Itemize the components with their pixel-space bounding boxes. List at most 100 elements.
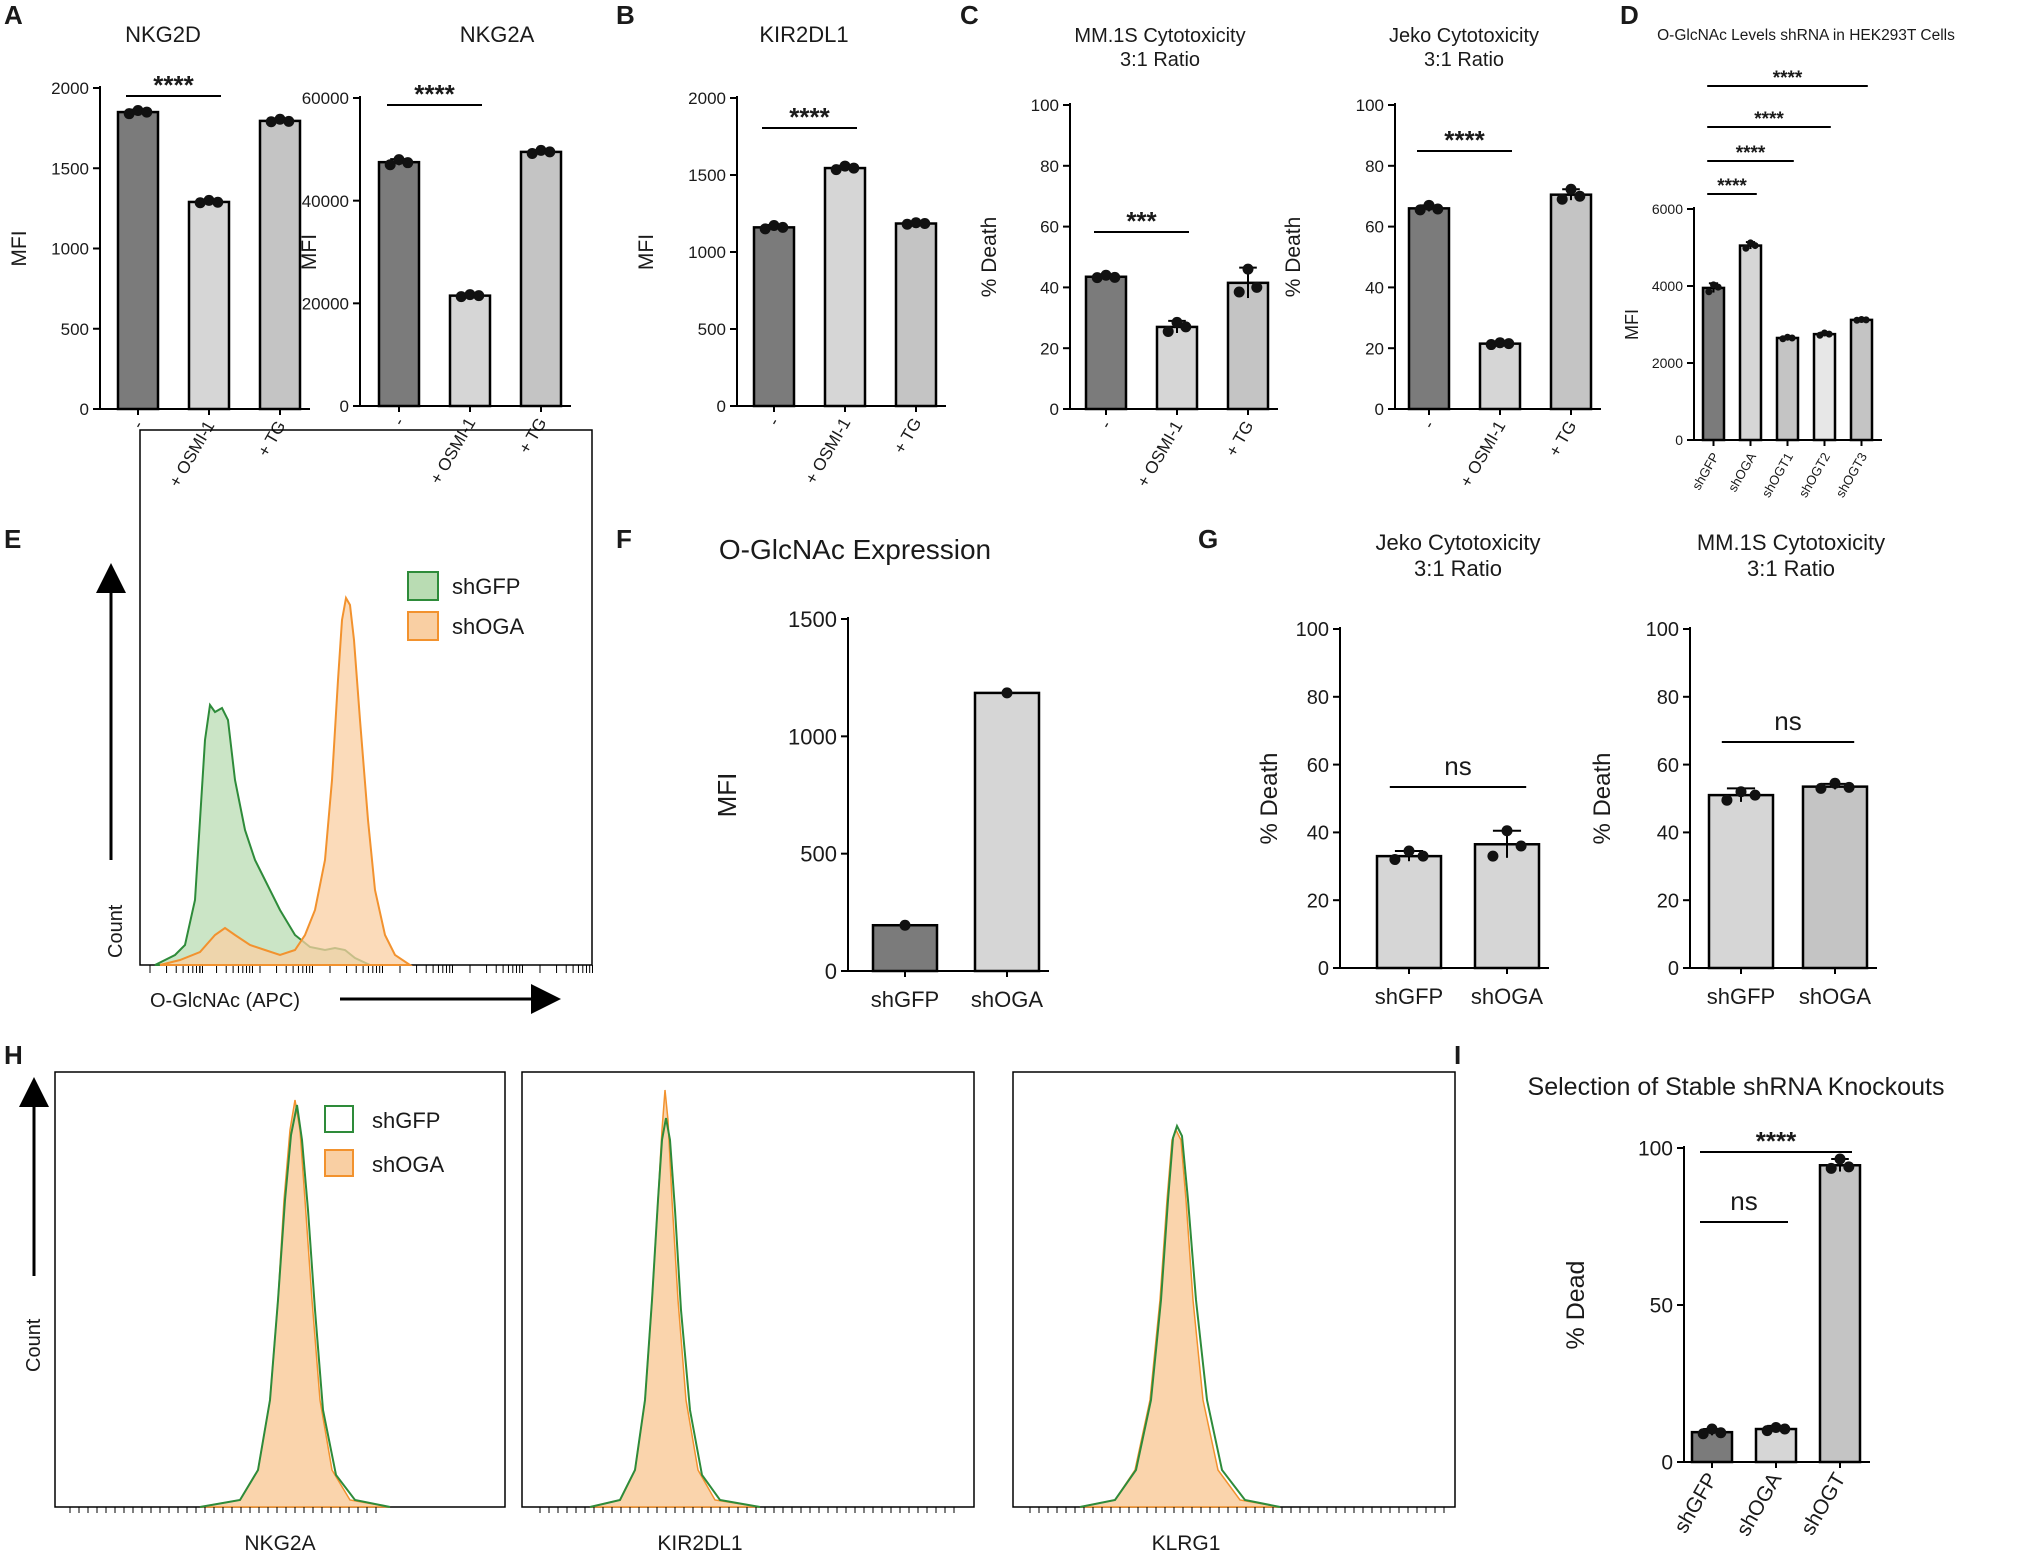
data-point bbox=[830, 164, 842, 176]
y-axis-label: MFI bbox=[8, 230, 31, 266]
panel-letter-b: B bbox=[616, 0, 635, 30]
data-point bbox=[899, 919, 911, 931]
panel-letter-f: F bbox=[616, 524, 632, 554]
x-tick-label: - bbox=[1419, 418, 1438, 432]
y-axis-label: MFI bbox=[1622, 309, 1642, 340]
y-tick-label: 80 bbox=[1365, 157, 1384, 176]
bar-osmi-1 bbox=[1155, 325, 1199, 411]
bar- bbox=[1407, 207, 1451, 411]
y-axis-label: % Death bbox=[978, 217, 1001, 298]
data-point bbox=[1414, 204, 1426, 216]
y-tick-label: 500 bbox=[800, 842, 837, 867]
y-tick-label: 20 bbox=[1657, 890, 1679, 912]
chart-title: Jeko Cytotoxicity bbox=[1375, 530, 1540, 555]
flow-histogram-e: Count O-GlcNAc (APC) shGFP shOGA bbox=[96, 429, 593, 1014]
significance-label: **** bbox=[1717, 176, 1747, 197]
bar- bbox=[1084, 275, 1128, 411]
data-point bbox=[768, 220, 780, 232]
y-tick-label: 40000 bbox=[302, 192, 349, 211]
x-tick-label: shGFP bbox=[1670, 1469, 1723, 1537]
chart-b-kir2dl1: KIR2DL1 0 500 1000 1500 2000 MFI - + OSMI-1 + TG *… bbox=[635, 22, 946, 487]
data-point bbox=[1403, 845, 1415, 857]
bar-shoga bbox=[1738, 244, 1763, 442]
data-point bbox=[1697, 1428, 1709, 1440]
data-point bbox=[1432, 203, 1444, 215]
significance-label: **** bbox=[1736, 143, 1766, 164]
legend-label-shgfp-h: shGFP bbox=[372, 1108, 440, 1133]
x-tick-label: + OSMI-1 bbox=[1456, 418, 1509, 491]
data-point bbox=[141, 106, 153, 118]
flow-e-ticks bbox=[149, 965, 593, 973]
data-point bbox=[1749, 789, 1761, 801]
data-point bbox=[1503, 338, 1515, 350]
x-tick-label: + OSMI-1 bbox=[1133, 418, 1186, 491]
chart-title: O-GlcNAc Expression bbox=[719, 534, 991, 565]
y-tick-label: 60 bbox=[1307, 755, 1329, 777]
y-tick-label: 0 bbox=[717, 397, 726, 416]
bar- bbox=[752, 226, 796, 408]
chart-title: MM.1S Cytotoxicity bbox=[1697, 530, 1885, 555]
legend-label-shgfp-e: shGFP bbox=[452, 574, 520, 599]
data-point bbox=[132, 104, 144, 116]
y-tick-label: 1500 bbox=[51, 159, 89, 178]
chart-title: 3:1 Ratio bbox=[1414, 556, 1502, 581]
chart-title: Selection of Stable shRNA Knockouts bbox=[1528, 1073, 1945, 1101]
y-tick-label: 20000 bbox=[302, 294, 349, 313]
bar- bbox=[377, 160, 421, 408]
chart-title: KIR2DL1 bbox=[759, 22, 848, 47]
x-tick-label: - bbox=[764, 415, 783, 429]
bar-shoga bbox=[1754, 1427, 1798, 1464]
data-point bbox=[1162, 325, 1174, 337]
chart-title: 3:1 Ratio bbox=[1120, 49, 1200, 71]
y-tick-label: 50 bbox=[1650, 1295, 1673, 1318]
data-point bbox=[1843, 1161, 1855, 1173]
flow-h3-frame bbox=[1012, 1071, 1456, 1508]
x-tick-label: shGFP bbox=[871, 987, 939, 1012]
flow-h3-shoga bbox=[1079, 1128, 1281, 1508]
data-point bbox=[1487, 850, 1499, 862]
y-tick-label: 2000 bbox=[688, 89, 726, 108]
bar-shogt2 bbox=[1812, 332, 1837, 442]
chart-title: 3:1 Ratio bbox=[1424, 49, 1504, 71]
y-tick-label: 40 bbox=[1365, 279, 1384, 298]
y-tick-label: 100 bbox=[1638, 1138, 1673, 1161]
panel-letter-g: G bbox=[1198, 524, 1218, 554]
x-tick-label: shOGA bbox=[1799, 984, 1871, 1009]
flow-h2-xlabel: KIR2DL1 bbox=[657, 1532, 742, 1555]
data-point bbox=[1574, 190, 1586, 202]
y-tick-label: 1500 bbox=[788, 607, 837, 632]
data-point bbox=[1714, 283, 1722, 291]
x-tick-label: shOGT3 bbox=[1833, 450, 1871, 500]
panel-letter-c: C bbox=[960, 0, 979, 30]
flow-h2-shoga bbox=[589, 1089, 761, 1508]
y-tick-label: 500 bbox=[61, 320, 89, 339]
x-tick-label: + OSMI-1 bbox=[426, 415, 479, 488]
bar-tg bbox=[519, 150, 563, 408]
panel-letter-h: H bbox=[4, 1040, 23, 1070]
bar-tg bbox=[258, 119, 302, 411]
flow-h1-shgfp bbox=[199, 1104, 391, 1508]
significance-label: **** bbox=[1444, 125, 1485, 155]
y-tick-label: 2000 bbox=[51, 79, 89, 98]
bar-shogt3 bbox=[1849, 318, 1874, 442]
panel-letter-a: A bbox=[4, 0, 23, 30]
bar-shoga bbox=[1473, 843, 1541, 970]
x-tick-label: shOGT1 bbox=[1759, 450, 1797, 500]
flow-h2-shgfp bbox=[589, 1117, 761, 1508]
y-tick-label: 100 bbox=[1031, 96, 1059, 115]
data-point bbox=[393, 154, 405, 166]
panel-letter-e: E bbox=[4, 524, 21, 554]
chart-f-oglcnac-expression: O-GlcNAc Expression 0 500 1000 1500 MFI shGFP s… bbox=[712, 534, 1049, 1012]
data-point bbox=[265, 116, 277, 128]
y-tick-label: 0 bbox=[1050, 400, 1059, 419]
data-point bbox=[1180, 321, 1192, 333]
flow-e-xlabel: O-GlcNAc (APC) bbox=[150, 990, 300, 1012]
flow-h-ylabel: Count bbox=[23, 1318, 45, 1372]
bar-shgfp bbox=[1690, 1430, 1734, 1464]
chart-a-nkg2a: NKG2A 0 20000 40000 60000 MFI - + OSMI-1 + TG ***… bbox=[298, 22, 571, 487]
y-tick-label: 2000 bbox=[1652, 355, 1683, 371]
y-tick-label: 0 bbox=[1318, 958, 1329, 980]
y-tick-label: 0 bbox=[1675, 432, 1683, 448]
data-point bbox=[901, 218, 913, 230]
